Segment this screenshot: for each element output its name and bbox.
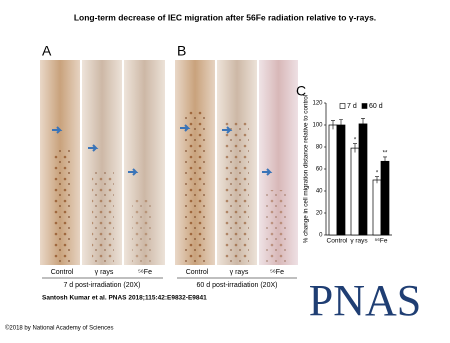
- legend-label: 7 d: [347, 103, 357, 110]
- y-tick-label: 0: [319, 233, 323, 239]
- condition-label: γ rays: [230, 269, 249, 276]
- error-bar: [353, 143, 357, 153]
- error-bar: [375, 176, 379, 184]
- significance-mark: **: [383, 150, 388, 156]
- legend-label: 60 d: [369, 103, 383, 110]
- y-tick-label: 100: [312, 123, 323, 129]
- slide-title: Long-term decrease of IEC migration afte…: [74, 12, 376, 22]
- bar: [350, 147, 360, 236]
- copyright: ©2018 by National Academy of Sciences: [5, 325, 113, 332]
- condition-label: ⁵⁶Fe: [138, 269, 152, 276]
- y-tick-label: 120: [312, 101, 323, 107]
- legend-swatch: [361, 103, 368, 109]
- logo: PNAS: [309, 276, 422, 325]
- condition-label: ⁵⁶Fe: [270, 269, 284, 276]
- significance-mark: *: [354, 137, 357, 143]
- legend-swatch: [339, 103, 346, 109]
- micrograph-a: [40, 60, 165, 265]
- error-bar: [383, 156, 387, 166]
- bar: [328, 124, 338, 236]
- x-tick-label: ⁵⁶Fe: [375, 238, 388, 245]
- bar: [372, 179, 382, 236]
- y-tick-label: 60: [316, 167, 323, 173]
- error-bar: [331, 120, 335, 130]
- x-tick-label: γ rays: [350, 238, 368, 245]
- panel-label: B: [177, 43, 186, 59]
- y-tick-label: 80: [316, 145, 323, 151]
- panel-label: A: [42, 43, 52, 59]
- bar: [380, 160, 390, 236]
- citation: Santosh Kumar et al. PNAS 2018;115:42:E9…: [42, 295, 207, 302]
- x-tick-label: Control: [327, 238, 349, 245]
- condition-label: γ rays: [95, 269, 114, 276]
- condition-label: Control: [51, 269, 74, 276]
- panel-caption: 7 d post-irradiation (20X): [63, 282, 140, 289]
- condition-label: Control: [186, 269, 209, 276]
- y-tick-label: 20: [316, 211, 323, 217]
- error-bar: [339, 119, 343, 131]
- y-tick-label: 40: [316, 189, 323, 195]
- panel-caption: 60 d post-irradiation (20X): [197, 282, 278, 289]
- y-axis-label: % change in cell migration distance rela…: [303, 95, 310, 243]
- bar: [336, 124, 346, 236]
- error-bar: [361, 118, 365, 130]
- bar-chart: % change in cell migration distance rela…: [303, 95, 392, 245]
- panel-label: C: [296, 83, 306, 99]
- bar: [358, 123, 368, 236]
- significance-mark: *: [376, 170, 379, 176]
- micrograph-b: [175, 60, 298, 265]
